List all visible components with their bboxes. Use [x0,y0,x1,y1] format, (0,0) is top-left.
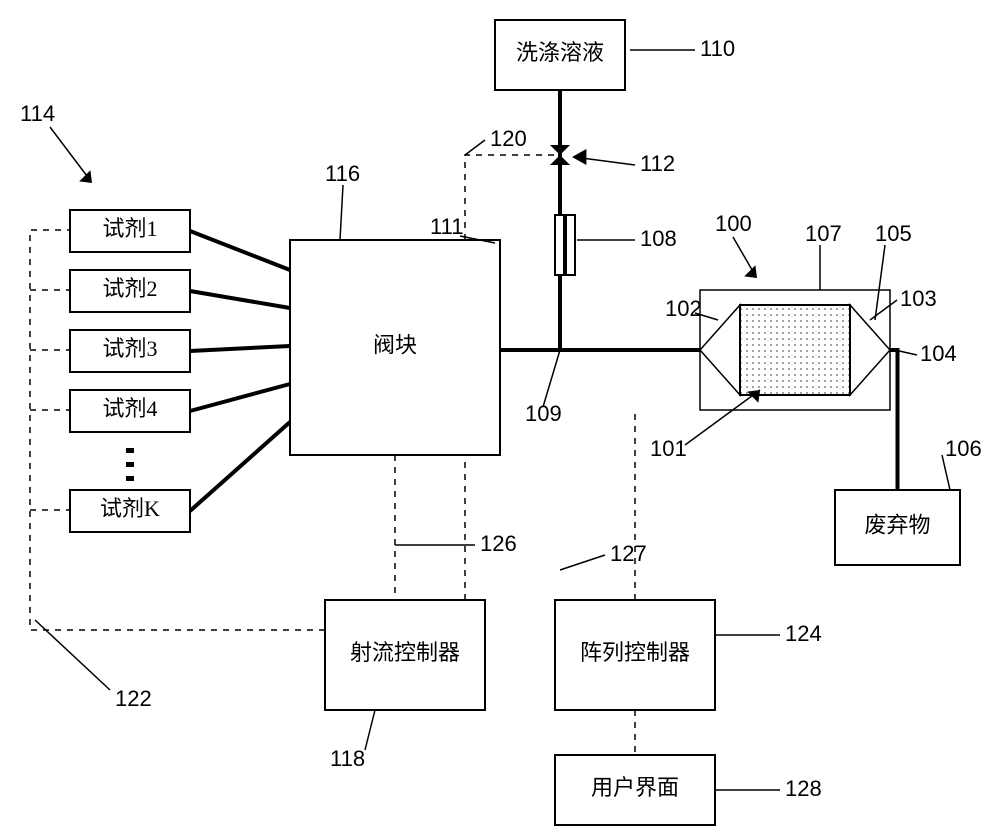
sensor-array-101 [740,305,850,395]
reagent-line-4 [190,422,290,511]
ref-122: 122 [115,686,152,711]
 [875,245,885,320]
reagent3-box-label: 试剂3 [102,336,157,361]
ref-120: 120 [490,126,527,151]
to-waste [890,350,898,490]
ellipsis-dot [126,476,134,481]
fluid-box-label: 射流控制器 [350,640,460,665]
ref-102: 102 [665,296,702,321]
ref-127: 127 [610,541,647,566]
ref-128: 128 [785,776,822,801]
waste-box-label: 废弃物 [864,513,930,538]
 [340,185,343,240]
ref-106: 106 [945,436,982,461]
 [685,390,760,445]
ref-105: 105 [875,221,912,246]
ellipsis-dot [126,448,134,453]
ref-126: 126 [480,531,517,556]
ref-109: 109 [525,401,562,426]
arrowhead [79,170,92,183]
ref-108: 108 [640,226,677,251]
 [50,127,90,180]
array-box-label: 阵列控制器 [580,640,690,665]
arrowhead [572,149,586,165]
arrowhead [747,390,760,403]
ref-107: 107 [805,221,842,246]
ref-110: 110 [700,36,735,61]
ref-104: 104 [920,341,957,366]
reagent2-box-label: 试剂2 [102,276,157,301]
 [543,350,560,407]
 [870,300,897,320]
 [465,140,485,155]
reagent-line-3 [190,384,290,411]
ref-124: 124 [785,621,822,646]
wash-box-label: 洗涤溶液 [516,40,604,65]
 [560,555,605,570]
flowcell-outlet [850,305,890,395]
ref-118: 118 [330,746,365,771]
reagent-line-2 [190,346,290,351]
reagentK-box-label: 试剂K [100,496,160,521]
valve-box-label: 阀块 [373,333,417,358]
ref-100: 100 [715,211,752,236]
 [365,710,375,750]
ref-111: 111 [430,214,463,239]
ref-103: 103 [900,286,937,311]
ellipsis-dot [126,462,134,467]
reagent4-box-label: 试剂4 [102,396,157,421]
ref-112: 112 [640,151,675,176]
flowcell-inlet [700,305,740,395]
ref-114: 114 [20,101,55,126]
ref-101: 101 [650,436,687,461]
ref-116: 116 [325,161,360,186]
reagent-line-0 [190,231,290,270]
ui-box-label: 用户界面 [591,775,679,800]
reagent-line-1 [190,291,290,308]
reagent1-box-label: 试剂1 [102,216,157,241]
